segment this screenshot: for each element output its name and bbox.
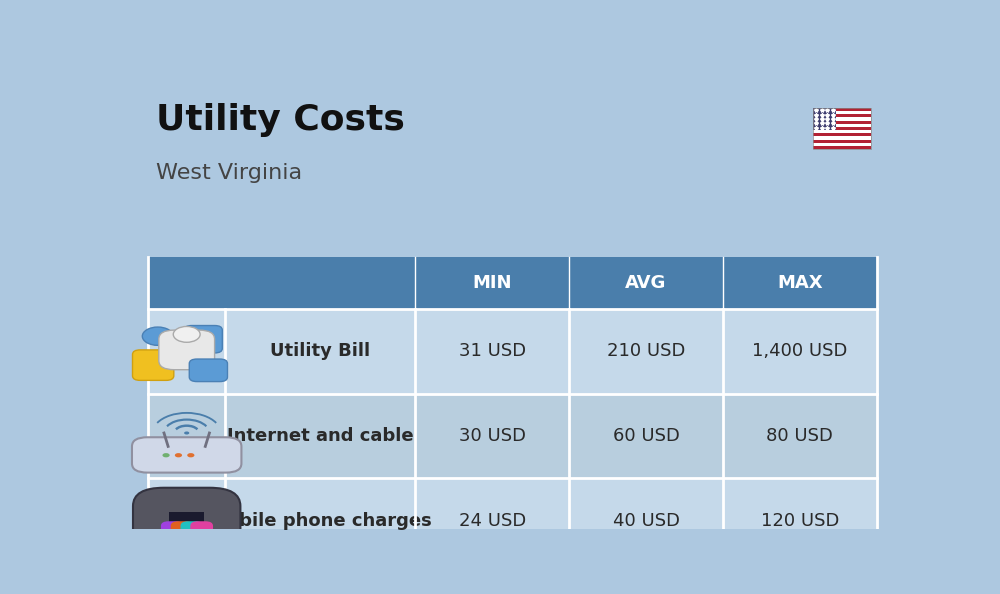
Text: MAX: MAX bbox=[777, 274, 823, 292]
Text: 80 USD: 80 USD bbox=[766, 427, 833, 445]
Bar bbox=[813, 140, 871, 143]
Bar bbox=[148, 394, 877, 478]
Bar bbox=[813, 146, 871, 149]
Text: 60 USD: 60 USD bbox=[613, 427, 679, 445]
FancyBboxPatch shape bbox=[180, 522, 203, 535]
Text: 31 USD: 31 USD bbox=[459, 342, 526, 361]
Bar bbox=[169, 512, 204, 544]
Bar bbox=[813, 127, 871, 130]
FancyBboxPatch shape bbox=[190, 522, 213, 535]
Bar bbox=[148, 257, 877, 309]
Circle shape bbox=[187, 453, 194, 457]
Text: MIN: MIN bbox=[473, 274, 512, 292]
FancyBboxPatch shape bbox=[189, 359, 227, 381]
Text: 24 USD: 24 USD bbox=[459, 511, 526, 530]
FancyBboxPatch shape bbox=[161, 522, 184, 535]
Bar bbox=[813, 108, 871, 111]
Bar bbox=[813, 118, 871, 121]
FancyBboxPatch shape bbox=[171, 522, 193, 535]
Circle shape bbox=[142, 327, 173, 345]
Text: Mobile phone charges: Mobile phone charges bbox=[209, 511, 432, 530]
Text: 30 USD: 30 USD bbox=[459, 427, 526, 445]
FancyBboxPatch shape bbox=[184, 326, 222, 353]
FancyBboxPatch shape bbox=[161, 529, 184, 542]
FancyBboxPatch shape bbox=[132, 350, 174, 380]
Bar bbox=[813, 108, 871, 149]
Bar bbox=[813, 111, 871, 114]
FancyBboxPatch shape bbox=[171, 529, 193, 542]
Bar bbox=[813, 133, 871, 137]
Text: AVG: AVG bbox=[625, 274, 667, 292]
FancyBboxPatch shape bbox=[180, 529, 203, 542]
FancyBboxPatch shape bbox=[132, 437, 241, 473]
Text: 40 USD: 40 USD bbox=[613, 511, 680, 530]
Circle shape bbox=[184, 431, 189, 435]
Bar bbox=[148, 309, 877, 394]
Text: Internet and cable: Internet and cable bbox=[227, 427, 414, 445]
FancyBboxPatch shape bbox=[190, 529, 213, 542]
Bar bbox=[813, 130, 871, 133]
Bar bbox=[813, 124, 871, 127]
FancyBboxPatch shape bbox=[159, 330, 215, 369]
FancyBboxPatch shape bbox=[133, 488, 240, 568]
Bar bbox=[813, 114, 871, 118]
Bar bbox=[813, 137, 871, 140]
Circle shape bbox=[162, 453, 170, 457]
Circle shape bbox=[173, 327, 200, 342]
Text: Utility Costs: Utility Costs bbox=[156, 103, 405, 137]
Text: Utility Bill: Utility Bill bbox=[270, 342, 370, 361]
Text: 1,400 USD: 1,400 USD bbox=[752, 342, 848, 361]
Bar bbox=[813, 143, 871, 146]
Bar bbox=[148, 478, 877, 563]
Text: West Virginia: West Virginia bbox=[156, 163, 302, 183]
Text: 120 USD: 120 USD bbox=[761, 511, 839, 530]
Circle shape bbox=[175, 453, 182, 457]
Bar bbox=[813, 121, 871, 124]
Text: 210 USD: 210 USD bbox=[607, 342, 685, 361]
Bar bbox=[813, 108, 836, 130]
Circle shape bbox=[183, 545, 191, 549]
